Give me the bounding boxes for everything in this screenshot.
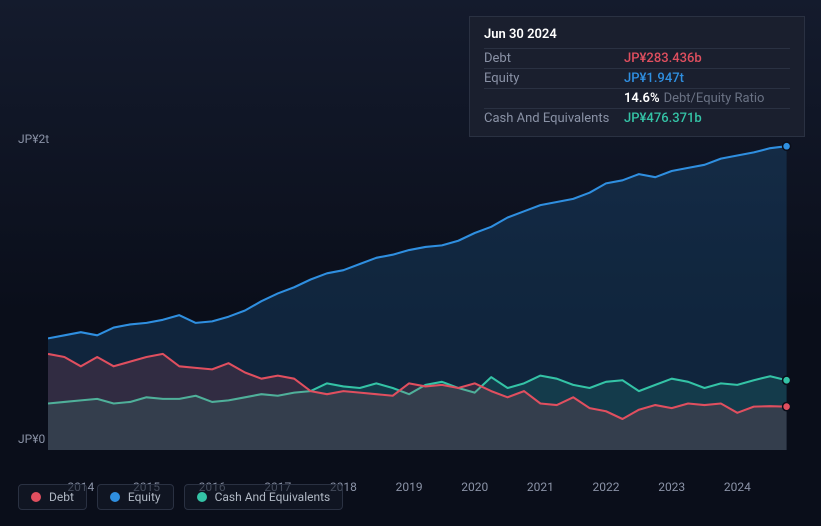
legend-label: Equity [128,490,161,504]
chart-container: Jun 30 2024 Debt JP¥283.436b Equity JP¥1… [0,0,821,526]
tooltip-value: JP¥476.371b [624,111,702,126]
x-axis-tick: 2019 [396,480,423,494]
tooltip-row-debt: Debt JP¥283.436b [484,48,790,68]
tooltip-value: JP¥1.947t [624,71,684,86]
x-axis-tick: 2023 [658,480,685,494]
legend-item-equity[interactable]: Equity [97,484,174,510]
legend-label: Cash And Equivalents [215,490,331,504]
chart-area: JP¥2tJP¥02014201520162017201820192020202… [18,120,803,470]
tooltip-label: Equity [484,71,624,86]
chart-plot[interactable] [48,140,803,450]
x-axis-tick: 2024 [724,480,751,494]
tooltip-row-ratio: 14.6% Debt/Equity Ratio [484,88,790,108]
tooltip-date: Jun 30 2024 [484,25,790,48]
x-axis-tick: 2020 [461,480,488,494]
legend-swatch-icon [31,492,41,502]
y-axis-tick: JP¥2t [18,132,49,146]
ratio-label: Debt/Equity Ratio [664,91,765,106]
legend-swatch-icon [110,492,120,502]
chart-legend: Debt Equity Cash And Equivalents [18,484,343,510]
tooltip-ratio: 14.6% Debt/Equity Ratio [624,91,764,106]
legend-swatch-icon [197,492,207,502]
legend-label: Debt [49,490,74,504]
tooltip-label: Debt [484,51,624,66]
tooltip-label [484,91,624,106]
ratio-value: 14.6% [624,91,660,106]
legend-item-cash[interactable]: Cash And Equivalents [184,484,344,510]
x-axis-tick: 2021 [527,480,554,494]
tooltip-row-equity: Equity JP¥1.947t [484,68,790,88]
chart-tooltip: Jun 30 2024 Debt JP¥283.436b Equity JP¥1… [469,16,805,137]
y-axis-tick: JP¥0 [18,432,45,446]
tooltip-label: Cash And Equivalents [484,111,624,126]
x-axis-tick: 2022 [593,480,620,494]
legend-item-debt[interactable]: Debt [18,484,87,510]
tooltip-row-cash: Cash And Equivalents JP¥476.371b [484,108,790,128]
chart-svg [48,140,803,450]
tooltip-value: JP¥283.436b [624,51,702,66]
